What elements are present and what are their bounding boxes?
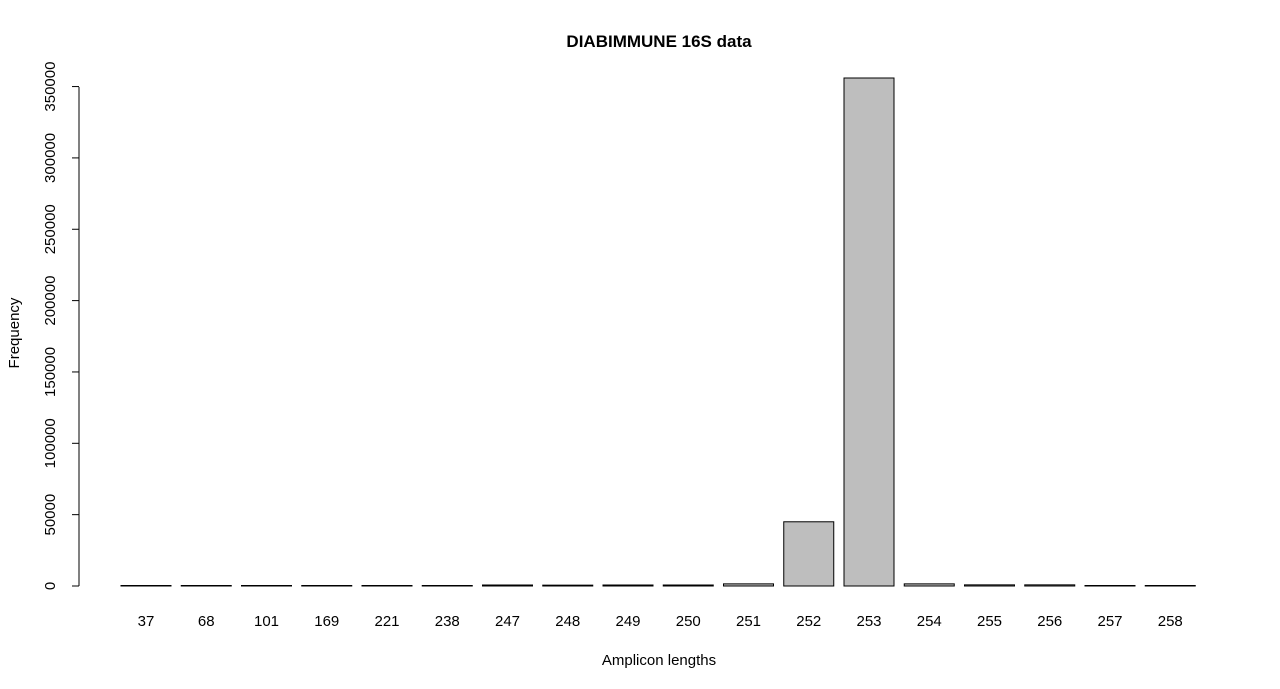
x-tick-label: 256	[1037, 613, 1062, 630]
bar-221	[361, 585, 413, 587]
x-tick-label: 257	[1097, 613, 1122, 630]
bar-258	[1144, 585, 1196, 587]
x-tick-label: 252	[796, 613, 821, 630]
x-tick-label: 37	[138, 613, 155, 630]
x-tick-label: 101	[254, 613, 279, 630]
x-tick-label: 249	[615, 613, 640, 630]
y-axis-label: Frequency	[6, 297, 23, 368]
bar-257	[1084, 585, 1136, 587]
y-tick-label: 0	[42, 582, 59, 590]
bar-249	[602, 584, 654, 587]
x-tick-label: 258	[1158, 613, 1183, 630]
y-axis: 0 50000 100000 150000 200000 250000 300000 3500…	[42, 62, 80, 590]
x-tick-label: 248	[555, 613, 580, 630]
bar-101	[241, 585, 292, 587]
bar-254	[903, 583, 955, 587]
y-tick-label: 200000	[42, 276, 59, 326]
bar-248	[542, 584, 594, 587]
x-tick-labels: 37 68 101 169 221 238 247 248 249 250 251 252 253 254…	[138, 613, 1183, 630]
x-tick-label: 255	[977, 613, 1002, 630]
bar-247	[482, 584, 533, 587]
x-tick-label: 169	[314, 613, 339, 630]
x-tick-label: 253	[856, 613, 881, 630]
bar-238	[421, 585, 473, 587]
bar-253	[843, 77, 895, 587]
bar-250	[662, 584, 714, 587]
bar-68	[180, 585, 232, 587]
bar-256	[1024, 584, 1076, 587]
bar-255	[964, 584, 1015, 587]
x-tick-label: 254	[917, 613, 942, 630]
y-tick-label: 100000	[42, 418, 59, 468]
y-tick-label: 250000	[42, 204, 59, 254]
chart-title: DIABIMMUNE 16S data	[566, 32, 752, 51]
x-tick-label: 221	[374, 613, 399, 630]
bar-251	[723, 583, 774, 587]
y-tick-label: 150000	[42, 347, 59, 397]
x-tick-label: 251	[736, 613, 761, 630]
bars	[120, 77, 1196, 587]
x-tick-label: 68	[198, 613, 215, 630]
y-tick-label: 350000	[42, 62, 59, 112]
bar-169	[301, 585, 353, 587]
x-tick-label: 250	[676, 613, 701, 630]
y-tick-label: 300000	[42, 133, 59, 183]
x-tick-label: 238	[435, 613, 460, 630]
bar-37	[120, 585, 172, 587]
bar-252	[783, 521, 835, 587]
x-tick-label: 247	[495, 613, 520, 630]
y-tick-label: 50000	[42, 494, 59, 536]
x-axis-label: Amplicon lengths	[602, 652, 716, 669]
